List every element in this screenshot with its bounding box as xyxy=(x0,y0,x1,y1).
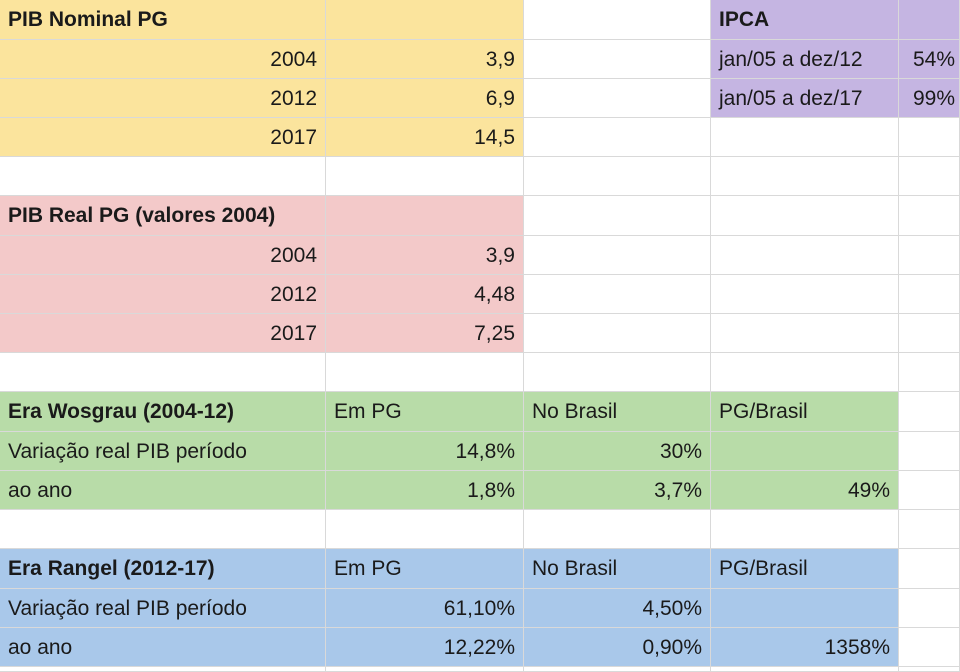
cell-e8[interactable] xyxy=(899,275,960,314)
cell-d14[interactable] xyxy=(711,510,899,549)
cell-e18[interactable] xyxy=(899,667,960,672)
wosgrau-title[interactable]: Era Wosgrau (2004-12) xyxy=(0,392,326,432)
pib-nominal-value[interactable]: 14,5 xyxy=(326,118,524,157)
rangel-col-pg[interactable]: Em PG xyxy=(326,549,524,589)
rangel-br-value[interactable]: 4,50% xyxy=(524,589,711,628)
cell-a18[interactable] xyxy=(0,667,326,672)
wosgrau-row-label[interactable]: ao ano xyxy=(0,471,326,510)
pib-real-value[interactable]: 7,25 xyxy=(326,314,524,353)
ipca-period[interactable]: jan/05 a dez/17 xyxy=(711,79,899,118)
cell-e13[interactable] xyxy=(899,471,960,510)
cell-e7[interactable] xyxy=(899,236,960,275)
wosgrau-col-pg[interactable]: Em PG xyxy=(326,392,524,432)
rangel-pg-value[interactable]: 61,10% xyxy=(326,589,524,628)
cell-d9[interactable] xyxy=(711,314,899,353)
cell-b14[interactable] xyxy=(326,510,524,549)
wosgrau-ratio-value[interactable]: 49% xyxy=(711,471,899,510)
cell-c3[interactable] xyxy=(524,79,711,118)
cell-e15[interactable] xyxy=(899,549,960,589)
wosgrau-pg-value[interactable]: 14,8% xyxy=(326,432,524,471)
rangel-row-label[interactable]: Variação real PIB período xyxy=(0,589,326,628)
rangel-pg-value[interactable]: 12,22% xyxy=(326,628,524,667)
rangel-title[interactable]: Era Rangel (2012-17) xyxy=(0,549,326,589)
cell-b5[interactable] xyxy=(326,157,524,196)
cell-b18[interactable] xyxy=(326,667,524,672)
rangel-br-value[interactable]: 0,90% xyxy=(524,628,711,667)
ipca-value[interactable]: 54% xyxy=(899,40,960,79)
wosgrau-col-ratio[interactable]: PG/Brasil xyxy=(711,392,899,432)
cell-d7[interactable] xyxy=(711,236,899,275)
wosgrau-br-value[interactable]: 30% xyxy=(524,432,711,471)
pib-nominal-value[interactable]: 3,9 xyxy=(326,40,524,79)
cell-d10[interactable] xyxy=(711,353,899,392)
cell-c7[interactable] xyxy=(524,236,711,275)
pib-real-value[interactable]: 4,48 xyxy=(326,275,524,314)
ipca-title[interactable]: IPCA xyxy=(711,0,899,40)
cell-c14[interactable] xyxy=(524,510,711,549)
cell-a14[interactable] xyxy=(0,510,326,549)
cell-c10[interactable] xyxy=(524,353,711,392)
rangel-row-label[interactable]: ao ano xyxy=(0,628,326,667)
wosgrau-row-label[interactable]: Variação real PIB período xyxy=(0,432,326,471)
pib-nominal-value[interactable]: 6,9 xyxy=(326,79,524,118)
rangel-ratio-value[interactable] xyxy=(711,589,899,628)
cell-c1[interactable] xyxy=(524,0,711,40)
cell-e1[interactable] xyxy=(899,0,960,40)
pib-real-year[interactable]: 2017 xyxy=(0,314,326,353)
cell-d4[interactable] xyxy=(711,118,899,157)
cell-e12[interactable] xyxy=(899,432,960,471)
cell-c18[interactable] xyxy=(524,667,711,672)
pib-real-title[interactable]: PIB Real PG (valores 2004) xyxy=(0,196,326,236)
cell-d8[interactable] xyxy=(711,275,899,314)
cell-d6[interactable] xyxy=(711,196,899,236)
pib-real-year[interactable]: 2012 xyxy=(0,275,326,314)
cell-e17[interactable] xyxy=(899,628,960,667)
cell-e11[interactable] xyxy=(899,392,960,432)
wosgrau-pg-value[interactable]: 1,8% xyxy=(326,471,524,510)
pib-nominal-year[interactable]: 2017 xyxy=(0,118,326,157)
cell-c5[interactable] xyxy=(524,157,711,196)
pib-nominal-year[interactable]: 2012 xyxy=(0,79,326,118)
wosgrau-br-value[interactable]: 3,7% xyxy=(524,471,711,510)
pib-nominal-title[interactable]: PIB Nominal PG xyxy=(0,0,326,40)
cell-d18[interactable] xyxy=(711,667,899,672)
cell-c6[interactable] xyxy=(524,196,711,236)
ipca-period[interactable]: jan/05 a dez/12 xyxy=(711,40,899,79)
cell-c9[interactable] xyxy=(524,314,711,353)
cell-c2[interactable] xyxy=(524,40,711,79)
rangel-col-ratio[interactable]: PG/Brasil xyxy=(711,549,899,589)
cell-e5[interactable] xyxy=(899,157,960,196)
pib-nominal-year[interactable]: 2004 xyxy=(0,40,326,79)
rangel-col-br[interactable]: No Brasil xyxy=(524,549,711,589)
cell-c4[interactable] xyxy=(524,118,711,157)
cell-e16[interactable] xyxy=(899,589,960,628)
cell-e6[interactable] xyxy=(899,196,960,236)
pib-real-year[interactable]: 2004 xyxy=(0,236,326,275)
cell-b6[interactable] xyxy=(326,196,524,236)
wosgrau-ratio-value[interactable] xyxy=(711,432,899,471)
cell-e10[interactable] xyxy=(899,353,960,392)
cell-b10[interactable] xyxy=(326,353,524,392)
rangel-ratio-value[interactable]: 1358% xyxy=(711,628,899,667)
cell-b1[interactable] xyxy=(326,0,524,40)
cell-c8[interactable] xyxy=(524,275,711,314)
pib-real-value[interactable]: 3,9 xyxy=(326,236,524,275)
ipca-value[interactable]: 99% xyxy=(899,79,960,118)
wosgrau-col-br[interactable]: No Brasil xyxy=(524,392,711,432)
cell-e14[interactable] xyxy=(899,510,960,549)
cell-d5[interactable] xyxy=(711,157,899,196)
cell-e9[interactable] xyxy=(899,314,960,353)
cell-a5[interactable] xyxy=(0,157,326,196)
cell-a10[interactable] xyxy=(0,353,326,392)
cell-e4[interactable] xyxy=(899,118,960,157)
